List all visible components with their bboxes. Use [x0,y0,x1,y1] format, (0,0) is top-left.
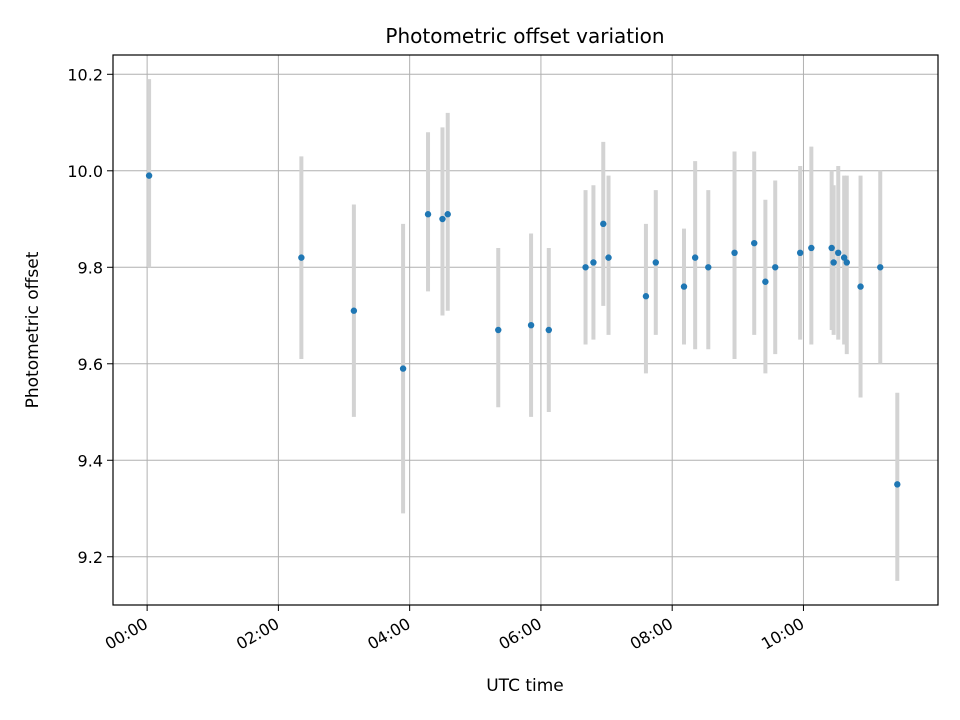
data-point [772,264,779,271]
data-point [545,326,552,334]
data-point [691,254,699,261]
x-axis-title: UTC time [486,676,564,696]
y-tick-label: 10.2 [67,65,103,84]
data-point [731,249,738,257]
data-point [705,264,712,271]
y-axis: 9.2 9.4 9.6 9.8 10.0 10.2 [67,65,113,567]
chart-title: Photometric offset variation [385,24,664,48]
data-point [600,220,607,228]
y-axis-title: Photometric offset [23,251,43,408]
data-point [840,254,848,261]
data-point [830,259,837,266]
y-tick-label: 9.6 [78,355,103,374]
data-point [145,172,153,179]
data-point [877,264,884,271]
data-point [439,215,446,223]
data-point [424,211,432,218]
data-point [527,321,535,329]
data-point [605,254,612,261]
data-point [843,259,850,266]
y-tick-label: 10.0 [67,162,103,181]
data-point [680,283,688,290]
data-point [495,326,502,334]
data-point [582,264,589,271]
data-point [796,249,804,257]
data-point [298,254,305,261]
data-point [444,211,451,218]
plot-frame [112,54,939,606]
data-point [751,239,758,247]
data-point [652,259,659,266]
data-point [894,481,901,488]
data-point [835,249,842,257]
y-tick-label: 9.2 [78,548,103,567]
data-point [399,365,407,372]
data-point [857,283,864,290]
y-tick-label: 9.4 [78,451,103,470]
y-tick-label: 9.8 [78,258,103,277]
data-point [828,244,835,252]
data-point [590,259,597,266]
data-points [145,172,901,488]
data-point [762,278,769,285]
data-point [350,307,358,314]
data-point [808,244,815,252]
data-point [642,293,650,300]
